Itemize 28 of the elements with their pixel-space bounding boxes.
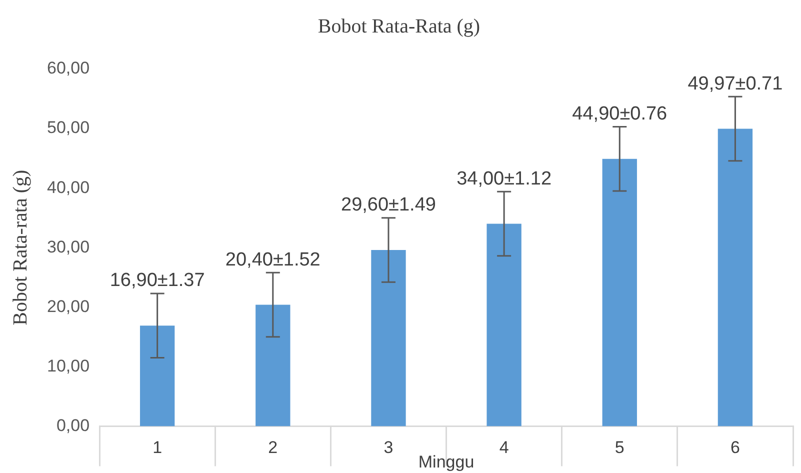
y-tick-label: 40,00 xyxy=(46,178,90,197)
y-tick-label: 10,00 xyxy=(46,356,90,376)
bar xyxy=(602,158,637,426)
y-axis-title: Bobot Rata-rata (g) xyxy=(9,170,32,326)
bar xyxy=(140,326,175,426)
chart-title: Bobot Rata-Rata (g) xyxy=(318,15,480,38)
data-label: 44,90±0.76 xyxy=(572,103,668,124)
data-label: 34,00±1.12 xyxy=(456,168,552,190)
y-tick-label: 50,00 xyxy=(46,118,90,138)
y-tick-label: 60,00 xyxy=(46,58,90,78)
bar xyxy=(486,224,522,426)
x-axis-title: Minggu xyxy=(418,452,474,472)
x-tick-label: 6 xyxy=(730,438,740,458)
x-tick-label: 2 xyxy=(268,438,278,458)
data-label: 29,60±1.49 xyxy=(341,194,436,216)
x-tick-label: 5 xyxy=(614,438,624,458)
data-label: 20,40±1.52 xyxy=(225,249,320,270)
y-tick-label: 20,00 xyxy=(46,296,90,316)
x-tick-label: 1 xyxy=(152,438,162,458)
y-tick-label: 30,00 xyxy=(46,237,90,256)
x-tick-label: 3 xyxy=(384,438,394,458)
x-tick-label: 4 xyxy=(499,438,509,458)
bar xyxy=(718,128,753,426)
data-label: 16,90±1.37 xyxy=(110,270,205,292)
data-label: 49,97±0.71 xyxy=(688,73,783,94)
bar xyxy=(256,304,290,426)
bar xyxy=(371,250,406,426)
y-tick-label: 0,00 xyxy=(56,416,90,435)
